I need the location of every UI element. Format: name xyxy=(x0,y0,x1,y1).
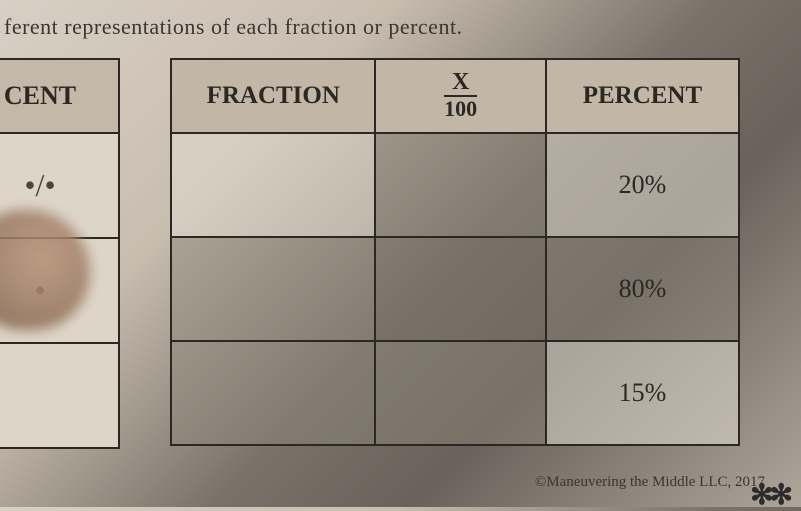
cell-fraction-2 xyxy=(171,341,375,445)
cell-percent-2: 15% xyxy=(546,341,739,445)
copyright-text: ©Maneuvering the Middle LLC, 2017 xyxy=(535,474,765,491)
table-row: 20% xyxy=(171,133,739,237)
instruction-text: ferent representations of each fraction … xyxy=(4,14,463,40)
cell-x100-1 xyxy=(375,237,545,341)
header-frac-num: X xyxy=(444,70,477,97)
cell-x100-2 xyxy=(375,341,545,445)
table-row: 80% xyxy=(171,237,739,341)
cell-fraction-1 xyxy=(171,237,375,341)
decorative-doodle: ✻✻ xyxy=(750,478,789,511)
header-fraction: FRACTION xyxy=(171,59,375,133)
cell-percent-0: 20% xyxy=(546,133,739,237)
table-row: 15% xyxy=(171,341,739,445)
table-row xyxy=(0,343,119,448)
cell-fraction-0 xyxy=(171,133,375,237)
left-cell-2 xyxy=(0,343,119,448)
header-percent: PERCENT xyxy=(546,59,739,133)
header-x-over-100: X 100 xyxy=(375,59,545,133)
left-table-header-cent: CENT xyxy=(0,59,119,133)
main-table: FRACTION X 100 PERCENT 20% 80% 15% xyxy=(170,58,740,446)
cell-percent-1: 80% xyxy=(546,237,739,341)
cell-x100-0 xyxy=(375,133,545,237)
header-frac-den: 100 xyxy=(444,97,477,120)
